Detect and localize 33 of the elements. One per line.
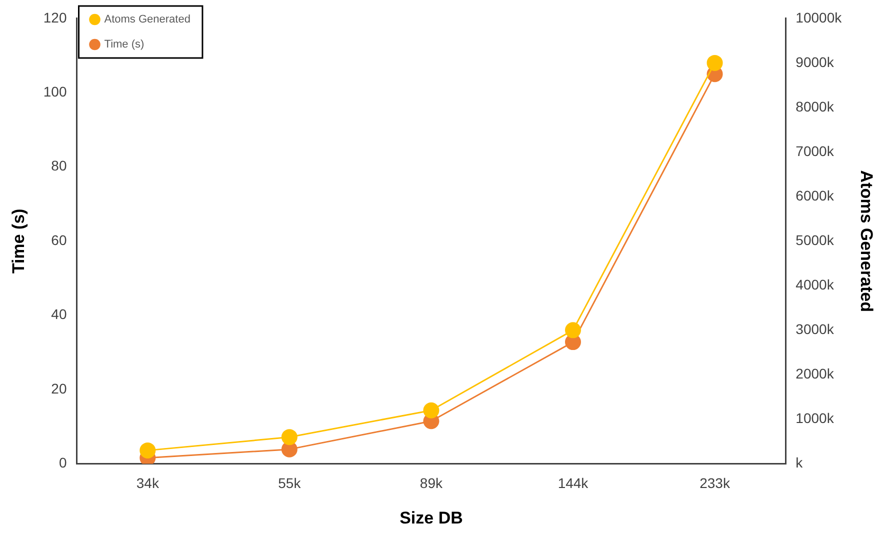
point bbox=[706, 54, 723, 71]
y2-tick-label: 8000k bbox=[796, 98, 835, 114]
y2-tick-label: 4000k bbox=[796, 276, 835, 292]
x-tick-label: 89k bbox=[420, 475, 444, 492]
y-tick-label: 20 bbox=[51, 380, 67, 396]
y2-tick-label: 9000k bbox=[796, 54, 835, 70]
point bbox=[140, 442, 156, 458]
legend-label: Time (s) bbox=[104, 38, 144, 51]
x-tick-label: 55k bbox=[278, 475, 302, 492]
y2-tick-label: 3000k bbox=[796, 321, 835, 338]
y2-tick-label: 6000k bbox=[796, 187, 835, 204]
y2-axis-title: Atoms Generated bbox=[857, 170, 876, 312]
x-tick-label: 144k bbox=[558, 475, 590, 492]
y-tick-label: 80 bbox=[51, 158, 67, 174]
y2-tick-label: 2000k bbox=[796, 366, 835, 382]
y2-tick-label: 10000k bbox=[796, 9, 843, 26]
y2-tick-label: 5000k bbox=[796, 232, 835, 248]
legend-label: Atoms Generated bbox=[104, 14, 190, 26]
y-tick-label: 120 bbox=[43, 9, 67, 26]
point bbox=[564, 322, 581, 338]
y-tick-label: 40 bbox=[51, 306, 67, 322]
y-tick-label: 0 bbox=[58, 454, 67, 471]
y-axis-title: Time (s) bbox=[8, 208, 28, 274]
y-tick-label: 60 bbox=[51, 232, 67, 248]
y2-tick-label: k bbox=[796, 454, 804, 471]
y-tick-label: 100 bbox=[43, 83, 67, 100]
y2-tick-label: 1000k bbox=[796, 410, 835, 426]
x-tick-label: 233k bbox=[700, 475, 731, 492]
x-axis-title: Size DB bbox=[400, 508, 463, 528]
point bbox=[281, 429, 298, 446]
point bbox=[423, 402, 440, 418]
x-tick-label: 34k bbox=[136, 475, 160, 492]
y2-tick-label: 7000k bbox=[796, 142, 835, 159]
